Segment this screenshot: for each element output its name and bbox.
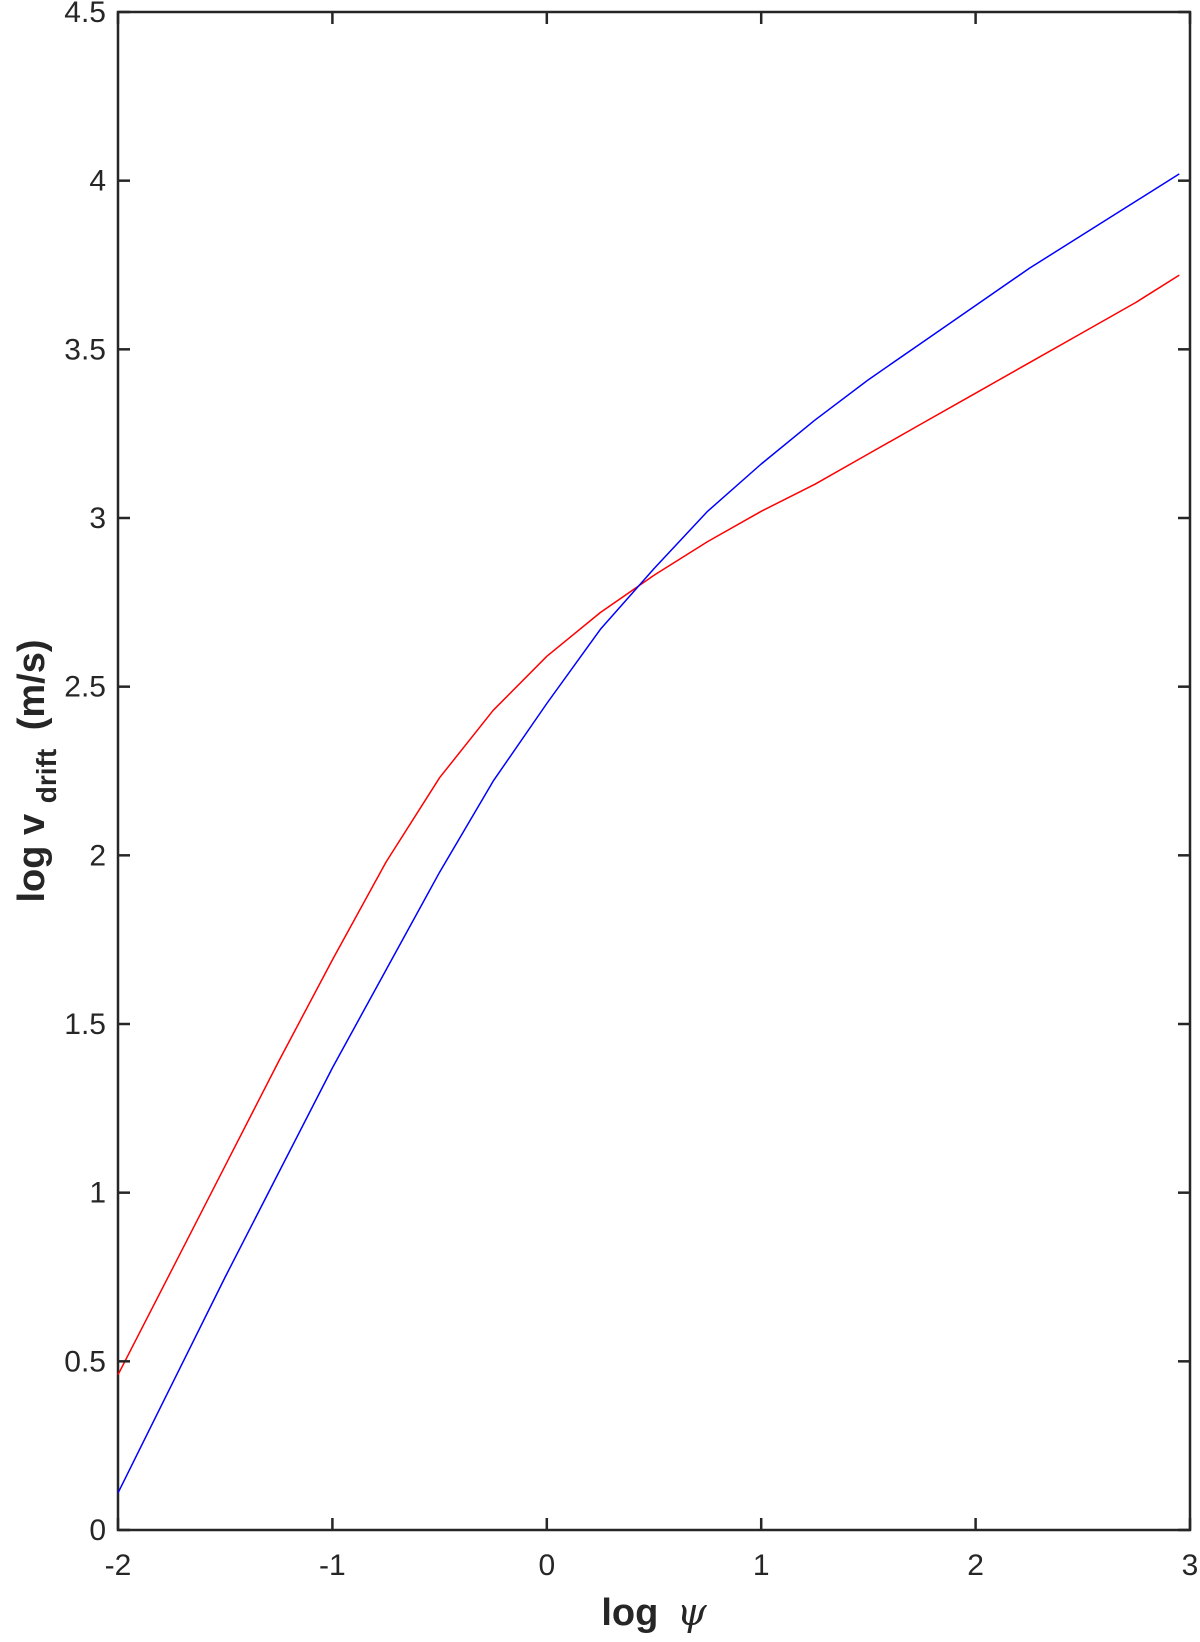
y-axis: 0 0.5 1 1.5 2 2.5 3 3.5 4 4.5 (64, 0, 1190, 1547)
y-axis-title: log v drift (m/s) (11, 639, 65, 902)
y-tick-label: 0 (89, 1514, 106, 1547)
x-axis-title: log ψ (601, 1590, 708, 1634)
x-tick-label: 2 (967, 1549, 984, 1582)
y-axis-title-main: log v (11, 814, 53, 903)
y-tick-label: 3.5 (64, 333, 106, 366)
y-tick-label: 2.5 (64, 671, 106, 704)
x-tick-label: 3 (1182, 1549, 1199, 1582)
x-tick-label: -2 (105, 1549, 132, 1582)
y-tick-label: 0.5 (64, 1345, 106, 1378)
series-layer (117, 173, 1180, 1494)
y-axis-title-unit: (m/s) (11, 639, 53, 730)
y-tick-label: 1 (89, 1177, 106, 1210)
x-tick-label: 1 (753, 1549, 770, 1582)
series-line-2 (117, 173, 1180, 1494)
y-tick-label: 1.5 (64, 1008, 106, 1041)
y-tick-label: 2 (89, 839, 106, 872)
plot-area (116, 10, 1192, 1532)
x-tick-label: -1 (319, 1549, 346, 1582)
y-tick-label: 4 (89, 165, 106, 198)
x-tick-label: 0 (538, 1549, 555, 1582)
x-axis: -2 -1 0 1 2 3 (105, 12, 1199, 1582)
y-axis-title-subscript: drift (31, 749, 62, 803)
series-line-1 (117, 274, 1180, 1376)
plot-frame (116, 10, 1192, 1532)
x-axis-title-symbol: ψ (677, 1590, 708, 1634)
y-tick-label: 4.5 (64, 0, 106, 29)
x-axis-title-text: log (601, 1592, 658, 1634)
y-tick-label: 3 (89, 502, 106, 535)
